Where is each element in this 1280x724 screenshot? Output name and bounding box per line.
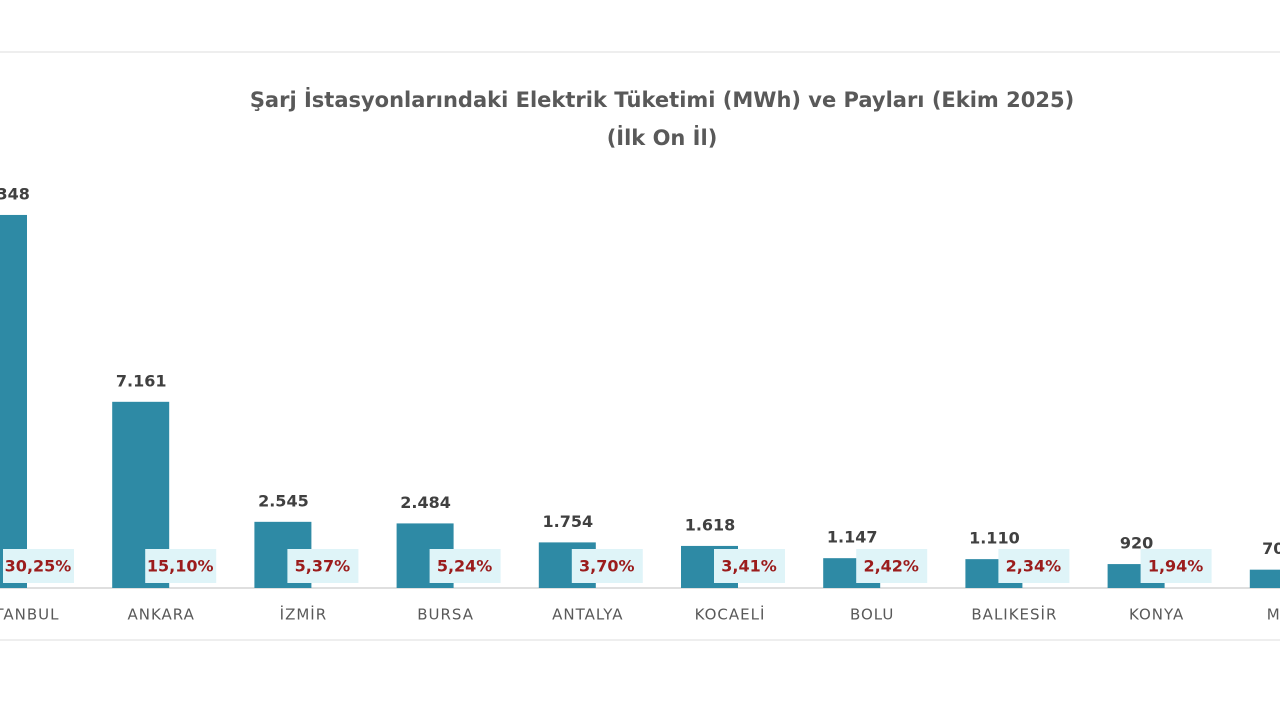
share-box bbox=[998, 549, 1070, 583]
share-label: 3,70% bbox=[579, 557, 635, 576]
value-label: 705 bbox=[1262, 539, 1280, 558]
value-label: 1.754 bbox=[542, 512, 593, 531]
share-box bbox=[429, 549, 501, 583]
share-box bbox=[1140, 549, 1212, 583]
x-tick-label: ANKARA bbox=[127, 606, 194, 624]
share-box bbox=[714, 549, 785, 583]
value-label: 14.348 bbox=[0, 184, 30, 203]
bar bbox=[1249, 569, 1280, 588]
share-box bbox=[145, 549, 217, 583]
value-label: 1.618 bbox=[685, 515, 736, 534]
x-tick-label: BURSA bbox=[417, 606, 474, 624]
x-tick-label: BALIKESİR bbox=[971, 605, 1057, 624]
share-box bbox=[856, 549, 928, 583]
bar bbox=[0, 214, 27, 588]
share-label: 30,25% bbox=[5, 557, 72, 576]
value-label: 1.147 bbox=[827, 528, 878, 547]
x-tick-label: İSTANBUL bbox=[0, 605, 60, 624]
share-box bbox=[287, 549, 359, 583]
value-label: 2.484 bbox=[400, 493, 451, 512]
share-label: 15,10% bbox=[147, 557, 214, 576]
chart-title: Şarj İstasyonlarındaki Elektrik Tüketimi… bbox=[250, 87, 1074, 112]
share-box bbox=[3, 549, 74, 583]
share-label: 5,24% bbox=[437, 557, 493, 576]
value-label: 920 bbox=[1120, 534, 1153, 553]
x-tick-label: MERSİN bbox=[1267, 605, 1280, 624]
x-tick-label: BOLU bbox=[850, 606, 894, 624]
x-tick-label: ANTALYA bbox=[552, 606, 623, 624]
x-tick-label: İZMİR bbox=[280, 605, 328, 624]
value-label: 7.161 bbox=[116, 371, 167, 390]
share-box bbox=[571, 549, 643, 583]
chart-subtitle: (İlk On İl) bbox=[607, 125, 718, 150]
share-label: 5,37% bbox=[295, 557, 351, 576]
x-tick-label: KONYA bbox=[1129, 606, 1184, 624]
share-label: 1,94% bbox=[1148, 557, 1204, 576]
share-label: 3,41% bbox=[721, 557, 777, 576]
share-label: 2,42% bbox=[863, 557, 919, 576]
value-label: 1.110 bbox=[969, 529, 1020, 548]
x-tick-label: KOCAELİ bbox=[695, 605, 766, 624]
share-label: 2,34% bbox=[1006, 557, 1062, 576]
value-label: 2.545 bbox=[258, 491, 309, 510]
